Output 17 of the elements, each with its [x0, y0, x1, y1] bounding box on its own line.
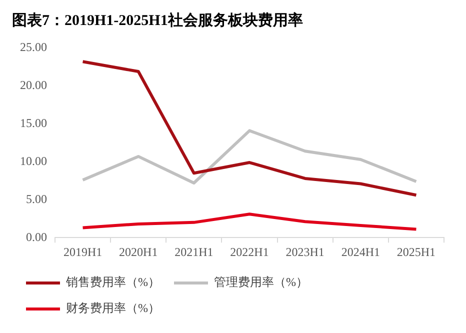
y-tick-label: 0.00 — [26, 230, 47, 244]
y-tick-label: 15.00 — [20, 116, 47, 130]
x-tick-label: 2020H1 — [119, 244, 158, 259]
legend-label: 财务费用率（%） — [66, 301, 160, 316]
y-tick-label: 10.00 — [20, 154, 47, 168]
x-tick-label: 2019H1 — [63, 244, 102, 259]
x-tick-label: 2023H1 — [286, 244, 324, 259]
x-tick-label: 2021H1 — [174, 244, 214, 259]
y-tick-label: 25.00 — [20, 40, 47, 54]
y-tick-label: 5.00 — [26, 192, 47, 206]
x-tick-label: 2022H1 — [230, 244, 269, 259]
legend-label: 销售费用率（%） — [65, 275, 160, 290]
x-tick-label: 2025H1 — [396, 244, 436, 259]
chart-title: 图表7：2019H1-2025H1社会服务板块费用率 — [12, 10, 303, 29]
legend-label: 管理费用率（%） — [214, 275, 308, 290]
x-tick-label: 2024H1 — [341, 244, 380, 259]
y-tick-label: 20.00 — [20, 78, 47, 92]
